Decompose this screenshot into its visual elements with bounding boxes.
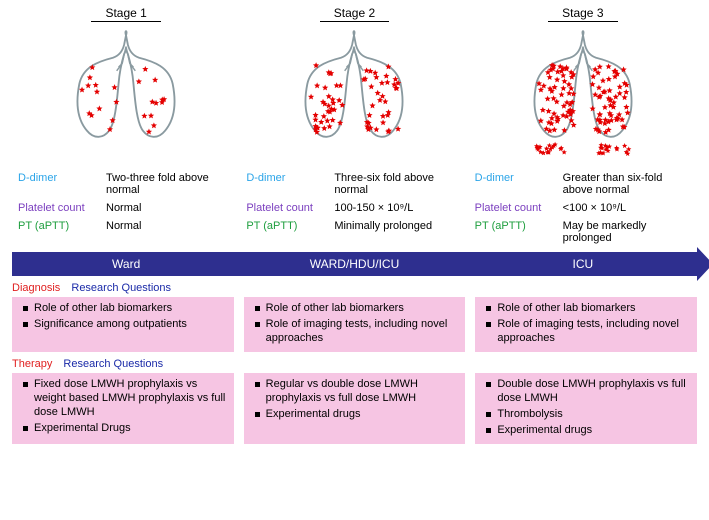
- platelet-value: <100 × 10⁹/L: [563, 202, 691, 214]
- pt-label: PT (aPTT): [246, 220, 328, 232]
- bullet-item: Regular vs double dose LMWH prophylaxis …: [252, 378, 458, 406]
- stages-row: Stage 1 D-dimer Two-three fold above nor…: [12, 6, 697, 250]
- research-questions-text: Research Questions: [63, 358, 163, 370]
- care-setting-arrow: Ward WARD/HDU/ICU ICU: [12, 252, 697, 276]
- bullet-item: Role of other lab biomarkers: [252, 302, 458, 316]
- bullet-item: Experimental drugs: [483, 424, 689, 438]
- bullet-item: Fixed dose LMWH prophylaxis vs weight ba…: [20, 378, 226, 419]
- diagnosis-box: Role of other lab biomarkers Role of imag…: [244, 297, 466, 352]
- stage-title: Stage 1: [18, 6, 234, 22]
- diagnosis-box: Role of other lab biomarkers Role of imag…: [475, 297, 697, 352]
- bullet-item: Role of other lab biomarkers: [20, 302, 226, 316]
- diagnosis-section-label: Diagnosis Research Questions: [12, 282, 697, 294]
- platelet-label: Platelet count: [18, 202, 100, 214]
- diagnosis-boxes-row: Role of other lab biomarkers Significance…: [12, 297, 697, 352]
- ddimer-label: D-dimer: [475, 172, 557, 196]
- bullet-item: Thrombolysis: [483, 408, 689, 422]
- therapy-section-label: Therapy Research Questions: [12, 358, 697, 370]
- ddimer-value: Two-three fold above normal: [106, 172, 234, 196]
- bullet-item: Experimental drugs: [252, 408, 458, 422]
- stage-title: Stage 2: [246, 6, 462, 22]
- bullet-item: Role of other lab biomarkers: [483, 302, 689, 316]
- lung-diagram: [18, 26, 234, 166]
- pt-value: May be markedly prolonged: [563, 220, 691, 244]
- figure-root: Stage 1 D-dimer Two-three fold above nor…: [0, 0, 709, 456]
- arrow-seg-ward: Ward: [12, 257, 240, 271]
- stage-col-2: Stage 2 D-dimer Three-six fold above nor…: [240, 6, 468, 250]
- pt-value: Minimally prolonged: [334, 220, 462, 232]
- arrow-seg-hdu: WARD/HDU/ICU: [240, 257, 468, 271]
- params-grid: D-dimer Greater than six-fold above norm…: [475, 172, 691, 244]
- ddimer-value: Greater than six-fold above normal: [563, 172, 691, 196]
- bullet-item: Experimental Drugs: [20, 422, 226, 436]
- params-grid: D-dimer Two-three fold above normal Plat…: [18, 172, 234, 232]
- bullet-item: Significance among outpatients: [20, 318, 226, 332]
- therapy-boxes-row: Fixed dose LMWH prophylaxis vs weight ba…: [12, 373, 697, 444]
- pt-value: Normal: [106, 220, 234, 232]
- therapy-box: Fixed dose LMWH prophylaxis vs weight ba…: [12, 373, 234, 444]
- platelet-value: Normal: [106, 202, 234, 214]
- stage-col-1: Stage 1 D-dimer Two-three fold above nor…: [12, 6, 240, 250]
- lung-diagram: [246, 26, 462, 166]
- params-grid: D-dimer Three-six fold above normal Plat…: [246, 172, 462, 232]
- research-questions-text: Research Questions: [71, 282, 171, 294]
- lung-diagram: [475, 26, 691, 166]
- platelet-label: Platelet count: [246, 202, 328, 214]
- ddimer-label: D-dimer: [18, 172, 100, 196]
- arrow-seg-icu: ICU: [469, 257, 697, 271]
- bullet-item: Role of imaging tests, including novel a…: [252, 318, 458, 346]
- platelet-label: Platelet count: [475, 202, 557, 214]
- platelet-value: 100-150 × 10⁹/L: [334, 202, 462, 214]
- pt-label: PT (aPTT): [18, 220, 100, 232]
- therapy-box: Regular vs double dose LMWH prophylaxis …: [244, 373, 466, 444]
- therapy-text: Therapy: [12, 358, 52, 370]
- stage-title: Stage 3: [475, 6, 691, 22]
- ddimer-value: Three-six fold above normal: [334, 172, 462, 196]
- diagnosis-box: Role of other lab biomarkers Significance…: [12, 297, 234, 352]
- pt-label: PT (aPTT): [475, 220, 557, 244]
- therapy-box: Double dose LMWH prophylaxis vs full dos…: [475, 373, 697, 444]
- ddimer-label: D-dimer: [246, 172, 328, 196]
- stage-col-3: Stage 3 D-dimer Greater than six-fold ab…: [469, 6, 697, 250]
- diagnosis-text: Diagnosis: [12, 282, 60, 294]
- bullet-item: Double dose LMWH prophylaxis vs full dos…: [483, 378, 689, 406]
- bullet-item: Role of imaging tests, including novel a…: [483, 318, 689, 346]
